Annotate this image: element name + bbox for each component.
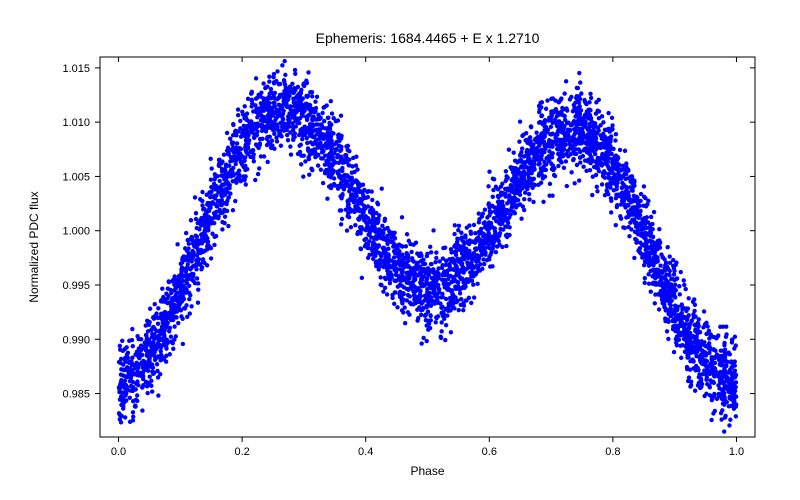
x-tick-label: 0.6	[482, 446, 497, 458]
x-tick-label: 0.2	[234, 446, 249, 458]
x-tick-label: 1.0	[729, 446, 744, 458]
x-tick-label: 0.4	[358, 446, 373, 458]
y-tick-label: 0.985	[62, 389, 90, 401]
y-axis-label: Normalized PDC flux	[27, 191, 41, 302]
x-axis-label: Phase	[410, 464, 444, 478]
chart-title: Ephemeris: 1684.4465 + E x 1.2710	[316, 30, 540, 46]
scatter-chart: 0.0 0.2 0.4 0.6 0.8 1.0 0.985 0.990 0.995 1.000 1.…	[0, 0, 800, 500]
y-tick-label: 1.015	[62, 63, 90, 75]
x-tick-label: 0.8	[605, 446, 620, 458]
y-tick-label: 1.005	[62, 171, 90, 183]
y-tick-label: 1.000	[62, 226, 90, 238]
scatter-points	[117, 59, 739, 453]
y-tick-label: 1.010	[62, 117, 90, 129]
y-tick-label: 0.995	[62, 280, 90, 292]
x-tick-label: 0.0	[111, 446, 126, 458]
y-tick-label: 0.990	[62, 334, 90, 346]
